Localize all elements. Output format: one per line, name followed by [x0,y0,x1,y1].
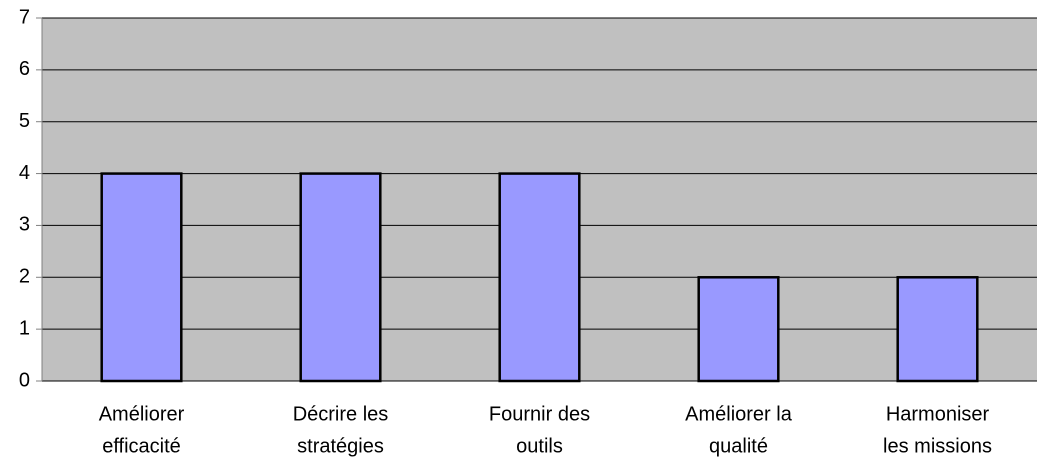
x-tick-label: Améliorer [99,403,185,425]
bar [896,276,979,383]
x-tick-label: Harmoniser [886,403,990,425]
y-tick-label: 7 [19,6,30,28]
x-tick-label: qualité [709,435,768,457]
x-tick-label: Décrire les [293,403,389,425]
y-tick-label: 3 [19,214,30,236]
x-tick-label: Améliorer la [685,403,793,425]
y-tick-label: 0 [19,369,30,391]
bar [697,276,780,383]
y-tick-label: 4 [19,162,30,184]
x-tick-label: Fournir des [489,403,590,425]
y-tick-label: 5 [19,110,30,132]
y-tick-label: 6 [19,58,30,80]
x-tick-label: les missions [883,435,992,457]
y-tick-label: 1 [19,317,30,339]
bar [498,172,581,383]
y-tick-label: 2 [19,266,30,288]
x-tick-label: stratégies [297,435,384,457]
bar [299,172,382,383]
x-tick-label: efficacité [102,435,181,457]
x-tick-label: outils [516,435,563,457]
bar [100,172,183,383]
